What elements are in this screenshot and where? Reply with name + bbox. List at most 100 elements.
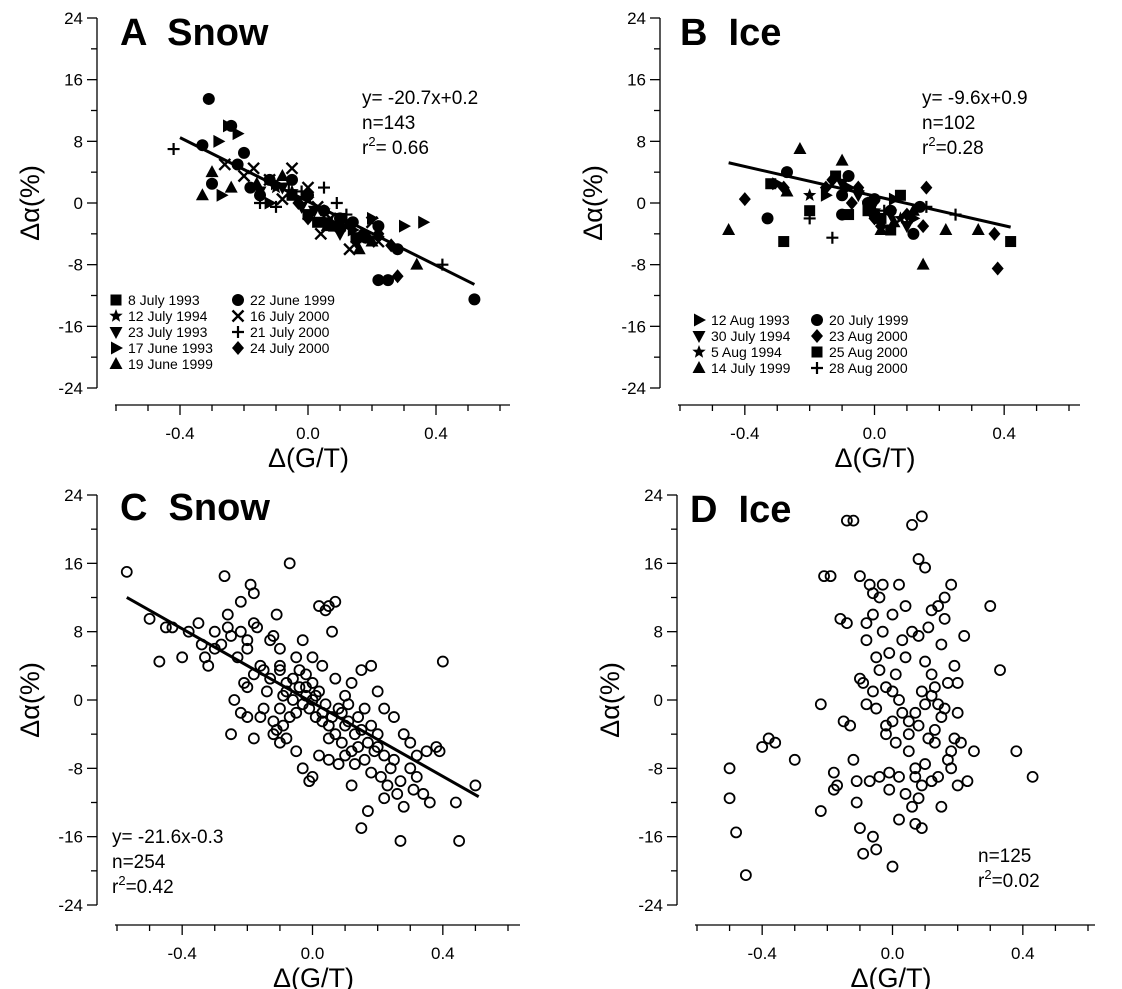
data-point — [407, 783, 420, 796]
data-point — [254, 189, 266, 202]
x-axis-label: Δ(G/T) — [268, 443, 349, 473]
y-tick-label: -16 — [58, 828, 83, 847]
legend-marker — [811, 346, 823, 358]
data-point — [893, 211, 908, 225]
data-point — [309, 689, 322, 702]
data-point — [371, 741, 384, 753]
data-point — [274, 736, 286, 749]
data-point — [365, 766, 378, 779]
legend-marker — [109, 357, 123, 369]
data-point — [216, 188, 229, 202]
data-point — [880, 728, 892, 741]
legend-label: 20 July 1999 — [829, 312, 909, 328]
data-point — [224, 180, 238, 193]
data-point — [919, 561, 931, 574]
data-point — [397, 728, 410, 741]
y-tick-label: 8 — [654, 623, 663, 642]
data-point — [282, 177, 295, 190]
data-point — [723, 792, 736, 805]
data-point — [365, 719, 378, 732]
data-point — [202, 659, 215, 672]
legend-label: 22 June 1999 — [250, 292, 335, 308]
legend-label: 12 Aug 1993 — [711, 312, 790, 328]
data-point — [777, 180, 790, 195]
panel-d: -24 -16 -8 0 8 16 24 -0.4 0.0 0.4 Δ(G/T) Δα(%) D Ice… — [595, 486, 1095, 989]
y-tick-label: -24 — [621, 379, 646, 398]
data-point — [417, 788, 430, 800]
data-point — [293, 681, 306, 694]
data-point — [167, 143, 180, 156]
data-point — [270, 200, 282, 213]
y-tick-label: 24 — [64, 486, 83, 505]
legend-marker — [692, 331, 706, 343]
data-point — [381, 779, 394, 792]
data-point — [854, 570, 866, 583]
data-point — [302, 211, 314, 226]
data-point — [388, 753, 400, 766]
data-point — [1005, 236, 1017, 248]
y-tick-label: -16 — [621, 317, 646, 336]
data-point — [922, 621, 935, 634]
data-point — [372, 274, 385, 287]
data-point — [333, 228, 347, 241]
data-point — [449, 796, 462, 809]
data-point — [938, 612, 951, 625]
data-point — [824, 570, 837, 583]
data-point — [793, 142, 807, 155]
data-point — [420, 745, 433, 758]
data-point — [857, 847, 870, 860]
data-point — [850, 796, 863, 809]
data-point — [889, 668, 902, 681]
data-point — [894, 189, 906, 201]
data-point — [339, 749, 351, 762]
data-point — [296, 762, 309, 775]
stat-text: y= -21.6x-0.3 — [112, 827, 223, 848]
data-points — [167, 92, 481, 306]
data-point — [870, 651, 883, 664]
data-point — [468, 293, 481, 306]
data-point — [287, 672, 299, 685]
data-point — [788, 753, 801, 766]
data-point — [290, 651, 303, 664]
data-point — [410, 770, 423, 783]
data-point — [883, 766, 896, 779]
data-point — [915, 685, 928, 698]
data-point — [153, 655, 166, 668]
data-point — [208, 625, 221, 638]
data-point — [738, 192, 751, 207]
data-point — [889, 736, 902, 749]
data-point — [361, 805, 374, 817]
data-point — [840, 617, 853, 630]
y-tick-label: 24 — [627, 9, 646, 28]
data-point — [378, 792, 391, 805]
data-point — [938, 591, 951, 604]
data-point — [306, 651, 319, 664]
legend-label: 28 Aug 2000 — [829, 360, 908, 376]
y-tick-label: 0 — [637, 194, 646, 213]
data-point — [176, 651, 189, 664]
data-point — [318, 181, 330, 194]
data-point — [765, 178, 777, 190]
data-point — [257, 702, 270, 715]
data-point — [948, 659, 961, 672]
data-point — [847, 753, 860, 766]
data-point — [909, 762, 922, 775]
data-point — [192, 617, 205, 630]
data-point — [328, 220, 340, 232]
data-point — [418, 215, 431, 229]
data-point — [225, 630, 237, 642]
y-tick-label: 24 — [644, 486, 663, 505]
data-point — [893, 770, 905, 783]
data-point — [433, 745, 446, 758]
data-point — [912, 719, 925, 732]
data-point — [340, 208, 353, 221]
x-tick-label: 0.4 — [1011, 944, 1035, 963]
data-point — [312, 216, 324, 228]
data-point — [958, 630, 971, 642]
data-point — [334, 219, 346, 234]
data-point — [984, 600, 997, 612]
data-point — [925, 604, 938, 617]
data-point — [761, 212, 774, 225]
data-point — [182, 625, 195, 638]
data-point — [1010, 745, 1023, 758]
